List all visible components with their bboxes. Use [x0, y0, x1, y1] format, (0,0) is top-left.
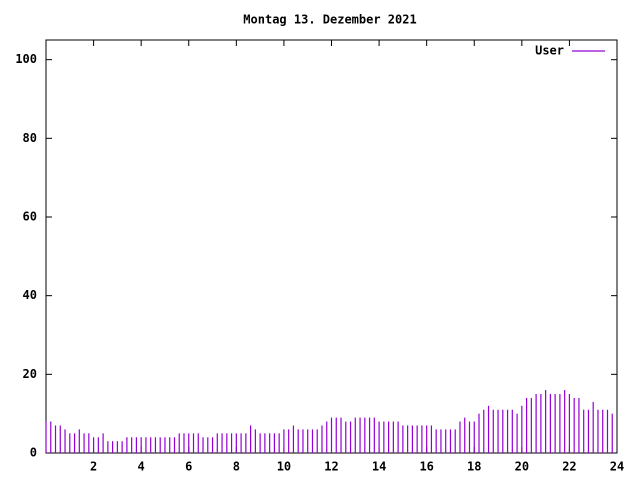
x-tick-label: 16	[419, 460, 433, 474]
y-tick-label: 0	[30, 446, 37, 460]
y-tick-label: 20	[23, 367, 37, 381]
plot-frame	[45, 39, 618, 454]
x-tick-label: 6	[185, 460, 192, 474]
y-tick-label: 60	[23, 210, 37, 224]
x-tick-label: 10	[277, 460, 291, 474]
x-tick-label: 24	[610, 460, 624, 474]
x-tick-label: 18	[467, 460, 481, 474]
x-tick-label: 12	[324, 460, 338, 474]
chart-title: Montag 13. Dezember 2021	[243, 13, 416, 27]
x-tick-label: 4	[138, 460, 145, 474]
x-tick-label: 22	[562, 460, 576, 474]
y-tick-label: 80	[23, 131, 37, 145]
x-tick-label: 8	[233, 460, 240, 474]
y-tick-label: 40	[23, 288, 37, 302]
y-tick-label: 100	[15, 52, 37, 66]
legend-label: User	[535, 44, 564, 58]
x-tick-label: 2	[90, 460, 97, 474]
x-tick-label: 20	[515, 460, 529, 474]
x-tick-label: 14	[372, 460, 386, 474]
